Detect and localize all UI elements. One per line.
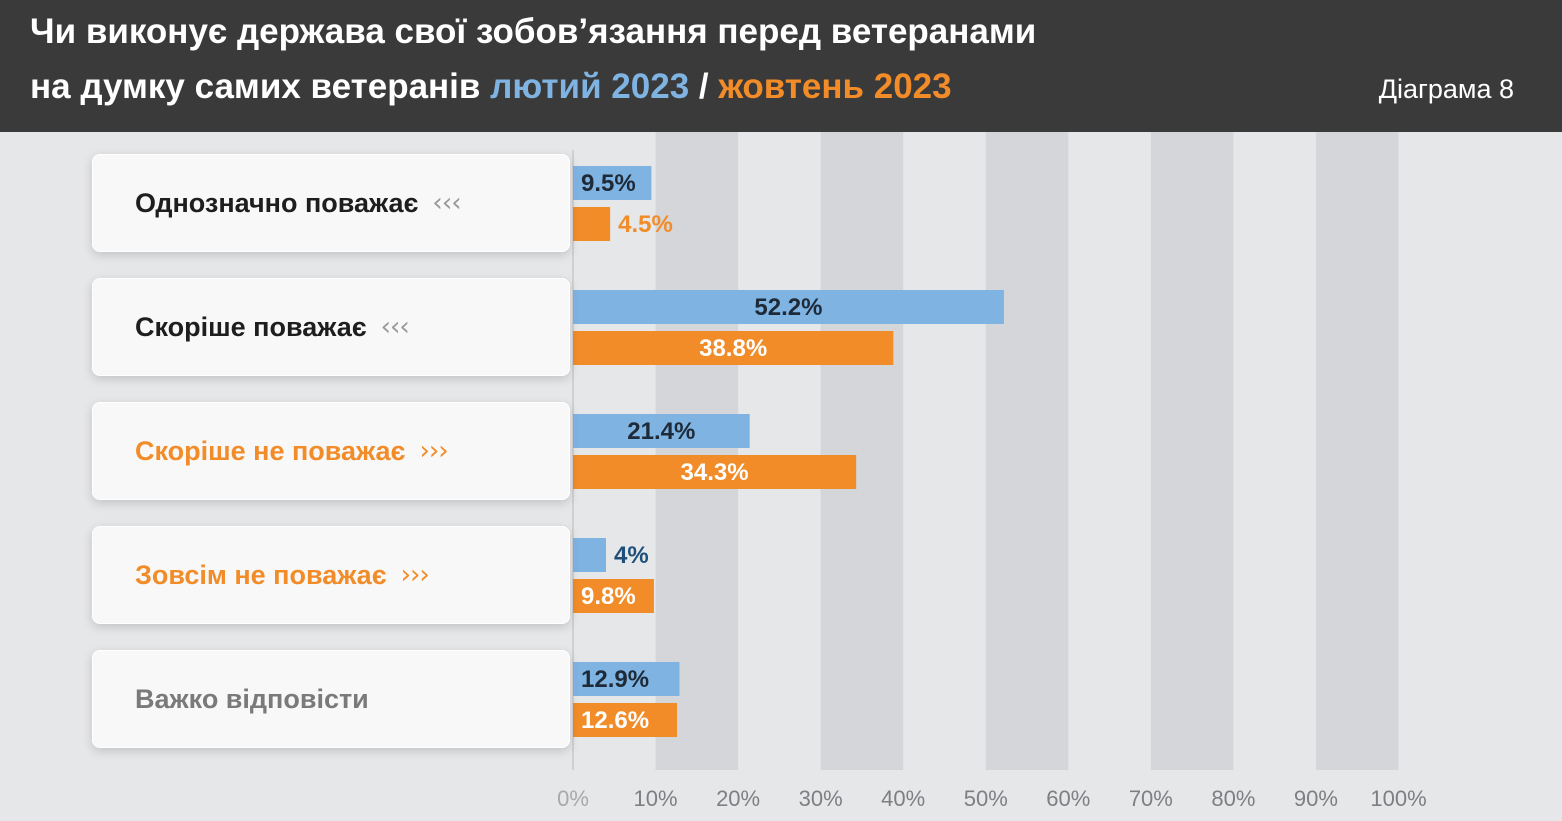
- diagram-number-label: Діаграма 8: [1378, 74, 1514, 104]
- bar-series2: [573, 331, 894, 365]
- bar-series2: [573, 579, 654, 613]
- category-card: Зовсім не поважає ›››: [92, 526, 570, 624]
- data-label-series1: 21.4%: [627, 418, 695, 445]
- data-label-series2: 38.8%: [699, 335, 767, 362]
- grid-stripe: [1150, 132, 1234, 770]
- bar-series1: [573, 414, 750, 448]
- category-label: Однозначно поважає: [135, 187, 419, 218]
- x-tick-label: 50%: [964, 786, 1008, 811]
- category-label: Скоріше не поважає: [135, 435, 406, 466]
- x-tick-label: 90%: [1294, 786, 1338, 811]
- data-label-series2: 34.3%: [681, 459, 749, 486]
- x-tick-label: 70%: [1129, 786, 1173, 811]
- legend-separator: /: [698, 67, 709, 106]
- x-tick-label: 80%: [1211, 786, 1255, 811]
- data-label-series1: 9.5%: [581, 170, 636, 197]
- x-tick-label: 100%: [1370, 786, 1426, 811]
- legend-series1: лютий 2023: [490, 67, 690, 106]
- chart-title-line1: Чи виконує держава свої зобов’язання пер…: [30, 12, 1037, 51]
- data-label-series2: 12.6%: [581, 707, 649, 734]
- data-label-series1: 52.2%: [754, 294, 822, 321]
- grid-stripe: [1315, 132, 1399, 770]
- bar-series1: [573, 662, 680, 696]
- category-label: Важко відповісти: [135, 683, 369, 714]
- x-tick-label: 20%: [716, 786, 760, 811]
- category-card: Однозначно поважає ‹‹‹: [92, 154, 570, 252]
- legend-series2: жовтень 2023: [718, 67, 952, 106]
- data-label-series1: 4%: [614, 542, 649, 569]
- category-card: Важко відповісти: [92, 650, 570, 748]
- bar-series1: [573, 166, 652, 200]
- bar-series1: [573, 290, 1004, 324]
- grid-stripe: [985, 132, 1069, 770]
- chevrons-right-icon: ›››: [400, 560, 430, 590]
- x-tick-label: 40%: [881, 786, 925, 811]
- title-prefix: на думку самих ветеранів: [30, 67, 481, 106]
- x-tick-label: 10%: [634, 786, 678, 811]
- bar-series2: [573, 455, 857, 489]
- x-tick-label: 60%: [1046, 786, 1090, 811]
- bar-series2: [573, 207, 611, 241]
- data-label-series1: 12.9%: [581, 666, 649, 693]
- bar-series1: [573, 538, 607, 572]
- category-label: Скоріше поважає: [135, 311, 367, 342]
- chart-title-line2: на думку самих ветеранів лютий 2023 / жо…: [30, 67, 952, 107]
- header-bar: Чи виконує держава свої зобов’язання пер…: [0, 0, 1562, 132]
- chevrons-left-icon: ‹‹‹: [380, 312, 410, 342]
- bar-series2: [573, 703, 678, 737]
- data-label-series2: 4.5%: [618, 211, 673, 238]
- chevrons-left-icon: ‹‹‹: [432, 188, 461, 218]
- data-label-series2: 9.8%: [581, 583, 636, 610]
- x-tick-label: 0%: [557, 786, 589, 811]
- chevrons-right-icon: ›››: [419, 436, 448, 466]
- x-tick-label: 30%: [799, 786, 843, 811]
- grid-stripe: [820, 132, 904, 770]
- category-card: Скоріше не поважає ›››: [92, 402, 570, 500]
- category-card: Скоріше поважає ‹‹‹: [92, 278, 570, 376]
- category-label: Зовсім не поважає: [135, 559, 387, 590]
